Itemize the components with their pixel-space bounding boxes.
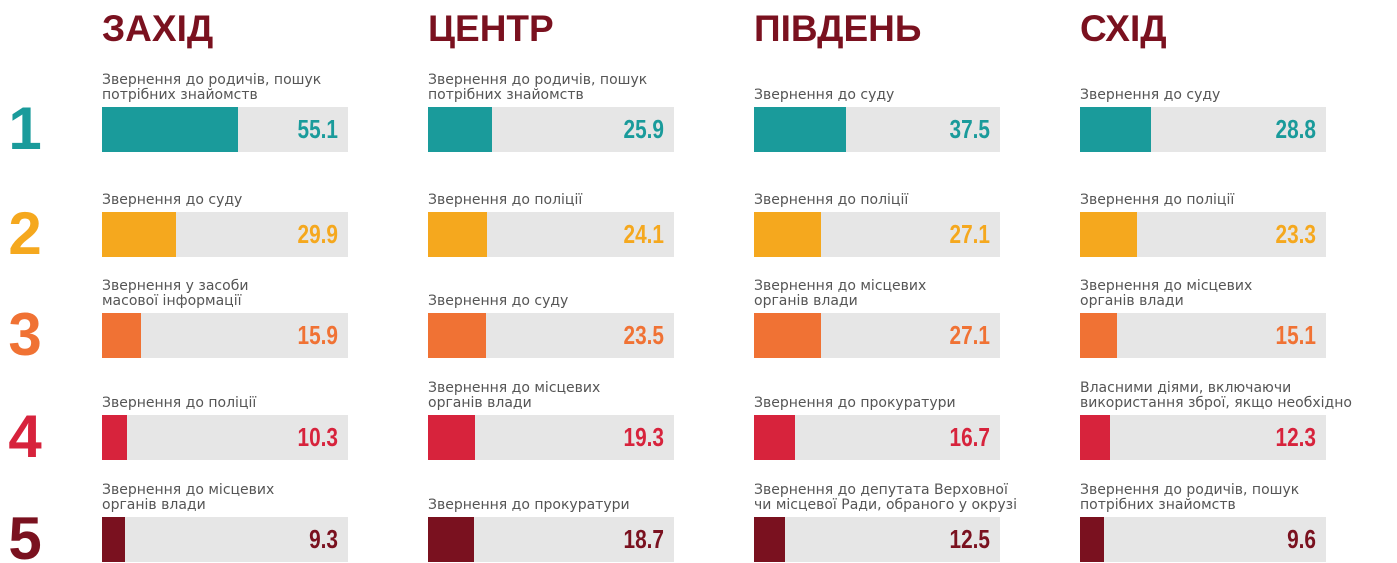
value-label: 12.3 — [1275, 422, 1316, 452]
bar-track — [102, 313, 348, 358]
value-label: 23.5 — [623, 320, 664, 350]
value-label: 28.8 — [1275, 114, 1316, 144]
value-label: 55.1 — [297, 114, 338, 144]
bar-label: Звернення до місцевих органів влади — [1080, 278, 1253, 309]
bar-label: Звернення до прокуратури — [754, 395, 956, 411]
bar — [1080, 313, 1118, 358]
bar — [754, 415, 796, 460]
bar-label: Звернення у засоби масової інформації — [102, 278, 249, 309]
value-label: 29.9 — [297, 219, 338, 249]
bar-label: Звернення до місцевих органів влади — [102, 482, 275, 513]
bar-track — [1080, 415, 1326, 460]
bar-label: Звернення до поліції — [102, 395, 257, 411]
value-label: 16.7 — [949, 422, 990, 452]
bar — [1080, 415, 1111, 460]
value-label: 24.1 — [623, 219, 664, 249]
bar-label: Звернення до депутата Верховної чи місце… — [754, 482, 1017, 513]
bar-label: Власними діями, включаючи використання з… — [1080, 380, 1352, 411]
bar — [754, 313, 821, 358]
value-label: 9.3 — [309, 524, 338, 554]
bar-label: Звернення до суду — [1080, 87, 1221, 103]
bar — [1080, 212, 1138, 257]
value-label: 12.5 — [949, 524, 990, 554]
value-label: 10.3 — [297, 422, 338, 452]
value-label: 27.1 — [949, 219, 990, 249]
bar-track — [754, 517, 1000, 562]
bar — [102, 415, 128, 460]
bar-label: Звернення до родичів, пошук потрібних зн… — [1080, 482, 1300, 513]
bar-track — [1080, 517, 1326, 562]
bar-label: Звернення до місцевих органів влади — [754, 278, 927, 309]
bar-label: Звернення до поліції — [1080, 192, 1235, 208]
value-label: 37.5 — [949, 114, 990, 144]
bar — [428, 212, 488, 257]
bar-label: Звернення до поліції — [754, 192, 909, 208]
region-title: ПІВДЕНЬ — [754, 8, 922, 49]
region-title: ЗАХІД — [102, 8, 214, 49]
bar-label: Звернення до місцевих органів влади — [428, 380, 601, 411]
value-label: 25.9 — [623, 114, 664, 144]
value-label: 19.3 — [623, 422, 664, 452]
bar-label: Звернення до суду — [428, 293, 569, 309]
bar — [428, 313, 486, 358]
bar — [428, 415, 476, 460]
bar — [428, 517, 474, 562]
region-title: ЦЕНТР — [428, 8, 554, 49]
value-label: 9.6 — [1287, 524, 1316, 554]
rank-number: 5 — [8, 505, 42, 563]
bar-track — [102, 415, 348, 460]
bar — [102, 107, 238, 152]
bar-track — [102, 517, 348, 562]
bar — [428, 107, 492, 152]
bar — [754, 212, 821, 257]
region-title: СХІД — [1080, 8, 1167, 49]
bar-track — [1080, 313, 1326, 358]
value-label: 15.9 — [297, 320, 338, 350]
value-label: 15.1 — [1275, 320, 1316, 350]
rank-number: 4 — [8, 403, 42, 470]
bar-label: Звернення до родичів, пошук потрібних зн… — [102, 72, 322, 103]
bar — [102, 517, 125, 562]
bar-label: Звернення до суду — [102, 192, 243, 208]
value-label: 23.3 — [1275, 219, 1316, 249]
bar-label: Звернення до суду — [754, 87, 895, 103]
bar — [1080, 517, 1104, 562]
bar-label: Звернення до родичів, пошук потрібних зн… — [428, 72, 648, 103]
rank-number: 3 — [8, 301, 42, 368]
bar — [102, 212, 176, 257]
bar-label: Звернення до поліції — [428, 192, 583, 208]
value-label: 27.1 — [949, 320, 990, 350]
bar — [102, 313, 142, 358]
bar — [754, 107, 847, 152]
value-label: 18.7 — [623, 524, 664, 554]
rank-number: 1 — [8, 95, 42, 162]
bar — [1080, 107, 1151, 152]
bar-label: Звернення до прокуратури — [428, 497, 630, 513]
bar — [754, 517, 785, 562]
rank-number: 2 — [8, 200, 42, 267]
